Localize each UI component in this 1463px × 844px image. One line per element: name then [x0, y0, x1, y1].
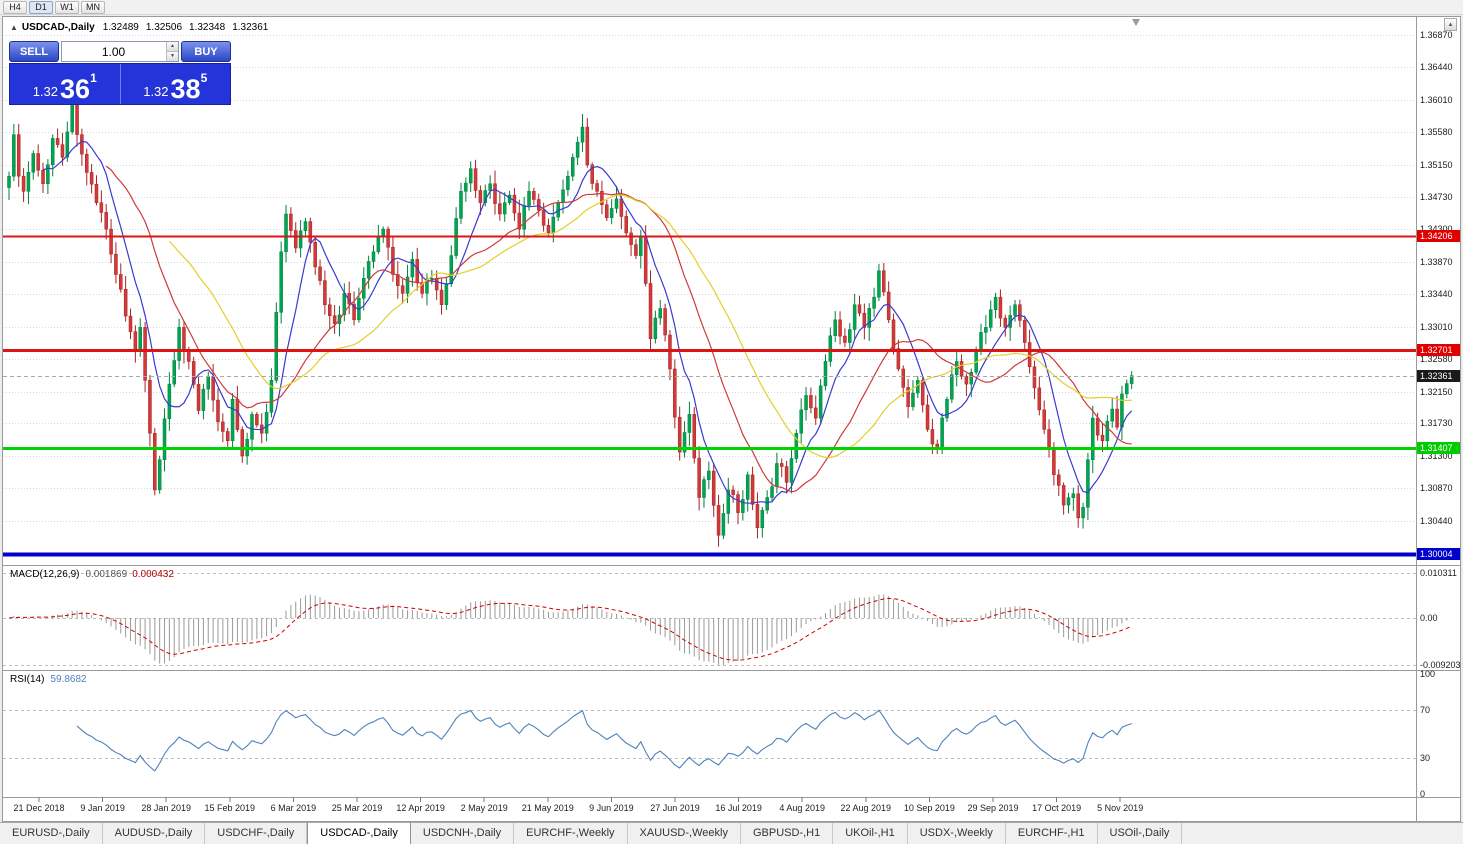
- rsi-axis-label: 70: [1420, 705, 1431, 715]
- price-tag-1.30004[interactable]: 1.30004: [1417, 547, 1460, 560]
- date-label: 9 Jan 2019: [80, 803, 125, 813]
- chart-window: ▲ USDCAD-,Daily 1.32489 1.32506 1.32348 1.323…: [2, 16, 1461, 822]
- macd-axis-label: -0.009203: [1420, 660, 1461, 670]
- macd-axis-label: 0.00: [1420, 613, 1438, 623]
- buy-price-prefix: 1.32: [143, 84, 169, 99]
- price-axis-label: 1.32150: [1420, 386, 1453, 397]
- chart-tab-ukoil-h1[interactable]: UKOil-,H1: [833, 823, 908, 844]
- ohlc-open: 1.32489: [102, 22, 139, 33]
- chart-tab-usdx-weekly[interactable]: USDX-,Weekly: [908, 823, 1006, 844]
- rsi-axis-label: 0: [1420, 789, 1426, 799]
- date-axis[interactable]: 21 Dec 2018 9 Jan 2019 28 Jan 2019 15 Feb 2…: [3, 798, 1416, 821]
- date-label: 5 Nov 2019: [1097, 803, 1144, 813]
- chart-shift-marker[interactable]: [1132, 19, 1140, 26]
- price-quote-panel: 1.32 36 1 1.32 38 5: [9, 63, 231, 105]
- ohlc-high: 1.32506: [145, 22, 183, 33]
- sell-price-sup: 1: [90, 71, 97, 85]
- date-label: 15 Feb 2019: [204, 803, 256, 813]
- date-label: 21 May 2019: [521, 803, 574, 813]
- price-axis-label: 1.31730: [1420, 418, 1453, 429]
- sell-price-display[interactable]: 1.32 36 1: [10, 64, 120, 104]
- date-label: 25 Mar 2019: [331, 803, 383, 813]
- timeframe-button-mn[interactable]: MN: [81, 0, 105, 14]
- volume-increase-button[interactable]: ▲: [167, 42, 178, 51]
- rsi-axis-label: 30: [1420, 753, 1431, 763]
- ohlc-low: 1.32348: [189, 22, 226, 33]
- one-click-trading-toggle-icon[interactable]: ▲: [10, 23, 18, 32]
- date-label: 29 Sep 2019: [967, 803, 1019, 813]
- price-axis-label: 1.34730: [1420, 191, 1453, 202]
- date-label: 2 May 2019: [460, 803, 508, 813]
- price-tag-1.34206[interactable]: 1.34206: [1417, 230, 1460, 243]
- price-axis-label: 1.31300: [1420, 450, 1453, 461]
- price-axis-label: 1.30870: [1420, 483, 1453, 494]
- chart-tab-usdchf-daily[interactable]: USDCHF-,Daily: [205, 823, 308, 844]
- price-axis-label: 1.36440: [1420, 62, 1453, 73]
- price-axis-label: 1.33870: [1420, 256, 1453, 267]
- sell-price-prefix: 1.32: [32, 84, 59, 99]
- price-axis-label: 1.32580: [1420, 354, 1453, 365]
- scroll-up-button[interactable]: ▲: [1444, 18, 1457, 31]
- date-label: 17 Oct 2019: [1032, 803, 1082, 813]
- date-label: 22 Aug 2019: [840, 803, 892, 813]
- chart-canvas[interactable]: [3, 17, 1460, 821]
- sell-price-big: 36: [60, 74, 91, 105]
- date-label: 28 Jan 2019: [141, 803, 191, 813]
- chart-tab-eurchf-h1[interactable]: EURCHF-,H1: [1006, 823, 1098, 844]
- chart-tab-eurusd-daily[interactable]: EURUSD-,Daily: [0, 823, 103, 844]
- volume-input[interactable]: [62, 42, 178, 61]
- price-axis-label: 1.33010: [1420, 321, 1453, 332]
- price-axis-label: 1.36010: [1420, 94, 1453, 105]
- chart-tab-gbpusd-h1[interactable]: GBPUSD-,H1: [741, 823, 834, 844]
- volume-decrease-button[interactable]: ▼: [167, 51, 178, 61]
- buy-button[interactable]: BUY: [181, 41, 231, 62]
- sell-button[interactable]: SELL: [9, 41, 59, 62]
- timeframe-bar: H4 D1 W1 MN: [0, 0, 1463, 15]
- timeframe-button-h4[interactable]: H4: [3, 0, 27, 14]
- price-axis-label: 1.33440: [1420, 289, 1453, 300]
- chart-ohlc-header: ▲ USDCAD-,Daily 1.32489 1.32506 1.32348 1.323…: [10, 22, 275, 33]
- price-axis-label: 1.35150: [1420, 159, 1453, 170]
- rsi-indicator-label: RSI(14) 59.8682: [10, 674, 87, 685]
- timeframe-button-d1[interactable]: D1: [29, 0, 53, 14]
- chart-tab-eurchf-weekly[interactable]: EURCHF-,Weekly: [514, 823, 628, 844]
- price-axis-label: 1.35580: [1420, 127, 1453, 138]
- price-axis[interactable]: 1.36870 1.36440 1.36010 1.35580 1.35150 1.347…: [1417, 17, 1461, 821]
- rsi-axis-label: 100: [1420, 669, 1436, 679]
- price-tag-1.32701[interactable]: 1.32701: [1417, 344, 1460, 356]
- date-label: 9 Jun 2019: [589, 803, 634, 813]
- chart-tab-usdcnh-daily[interactable]: USDCNH-,Daily: [411, 823, 515, 844]
- buy-price-big: 38: [170, 74, 201, 105]
- chart-tab-xauusd-weekly[interactable]: XAUUSD-,Weekly: [628, 823, 741, 844]
- buy-price-display[interactable]: 1.32 38 5: [119, 64, 231, 105]
- price-axis-label: 1.36870: [1420, 29, 1453, 40]
- chart-tab-bar: EURUSD-,Daily AUDUSD-,Daily USDCHF-,Daily U…: [0, 822, 1463, 844]
- ohlc-close: 1.32361: [232, 22, 269, 33]
- date-label: 4 Aug 2019: [779, 803, 825, 813]
- timeframe-button-w1[interactable]: W1: [55, 0, 79, 14]
- price-tag-1.32361[interactable]: 1.32361: [1417, 369, 1460, 382]
- chart-symbol-label: USDCAD-,Daily: [21, 22, 95, 33]
- date-label: 12 Apr 2019: [396, 803, 445, 813]
- chart-tab-usoil-daily[interactable]: USOil-,Daily: [1098, 823, 1183, 844]
- date-label: 27 Jun 2019: [650, 803, 700, 813]
- date-label: 21 Dec 2018: [13, 803, 65, 813]
- volume-field-wrap: ▲ ▼: [61, 41, 179, 62]
- chart-tab-usdcad-daily[interactable]: USDCAD-,Daily: [307, 823, 411, 844]
- date-label: 10 Sep 2019: [903, 803, 955, 813]
- macd-indicator-label: MACD(12,26,9) 0.001869 0.000432: [10, 569, 174, 580]
- volume-spinner: ▲ ▼: [166, 42, 178, 61]
- price-tag-1.31407[interactable]: 1.31407: [1417, 441, 1460, 454]
- date-label: 6 Mar 2019: [270, 803, 317, 813]
- macd-axis-label: 0.010311: [1420, 568, 1457, 578]
- price-axis-label: 1.30440: [1420, 515, 1453, 526]
- date-label: 16 Jul 2019: [715, 803, 762, 813]
- price-axis-label: 1.34300: [1420, 224, 1453, 235]
- buy-price-sup: 5: [200, 71, 208, 85]
- chart-tab-audusd-daily[interactable]: AUDUSD-,Daily: [103, 823, 206, 844]
